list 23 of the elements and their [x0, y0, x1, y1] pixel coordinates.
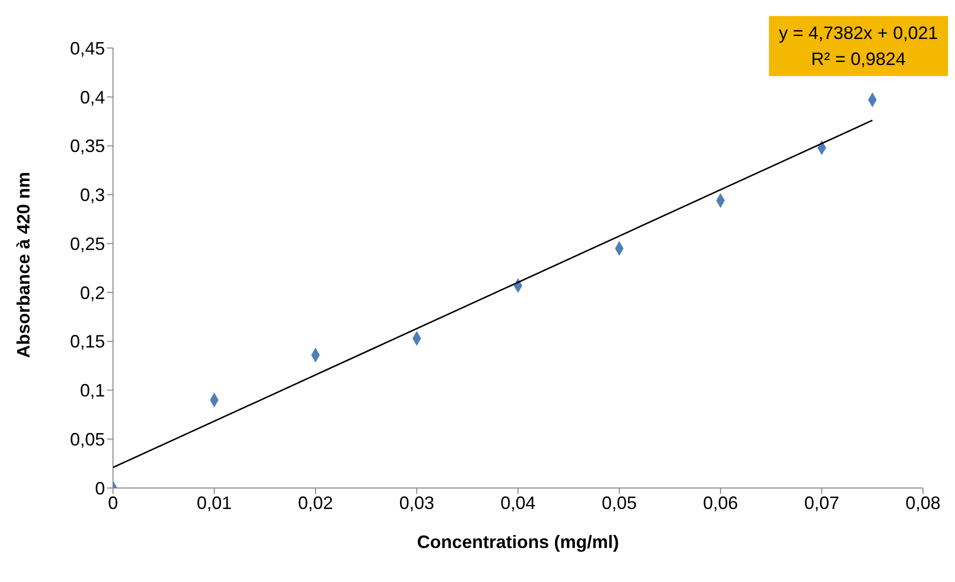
x-tick-label: 0,01	[196, 492, 232, 513]
equation-box: y = 4,7382x + 0,021 R² = 0,9824	[768, 16, 948, 76]
y-tick-label: 0,3	[80, 185, 105, 206]
y-tick-label: 0,05	[70, 430, 105, 450]
x-tick-label: 0,02	[298, 492, 334, 513]
x-tick-label: 0,03	[399, 492, 434, 513]
x-tick-label: 0,04	[500, 492, 536, 513]
annotation: R² = 0,9824	[810, 48, 907, 71]
y-tick-label: 0,25	[70, 234, 105, 254]
x-tick-label: 0	[108, 492, 118, 513]
x-tick-label: 0,07	[804, 492, 840, 513]
y-axis-title: Absorbance à 420 nm	[13, 172, 34, 358]
y-tick-label: 0	[94, 478, 105, 498]
y-tick-label: 0,1	[80, 380, 105, 401]
x-tick-label: 0,06	[702, 492, 738, 513]
y-tick-label: 0,15	[70, 332, 105, 352]
y-tick-label: 0,4	[80, 87, 105, 108]
x-tick-label: 0,05	[602, 492, 637, 513]
x-tick-label: 0,08	[905, 492, 941, 513]
x-axis-title: Concentrations (mg/ml)	[416, 532, 620, 552]
y-tick-label: 0,2	[80, 282, 105, 303]
y-tick-label: 0,35	[70, 136, 105, 156]
y-tick-label: 0,45	[70, 38, 105, 58]
